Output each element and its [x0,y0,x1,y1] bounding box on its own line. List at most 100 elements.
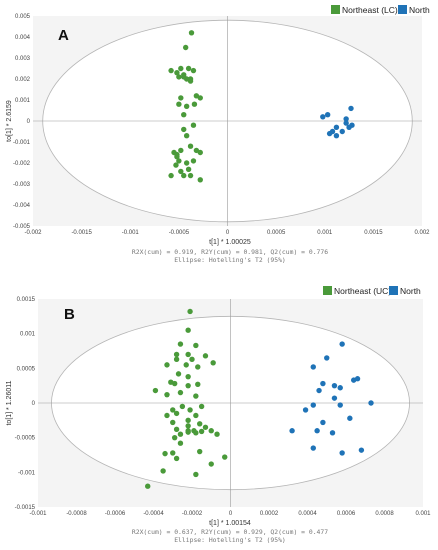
northeast-point [190,158,197,164]
data-points-a [168,30,355,183]
x-tick-labels-a: -0.002 -0.0015 -0.001 -0.0005 0 0.0005 0.001 0.… [24,230,430,236]
y-tick-label: 0.002 [15,77,31,83]
ellipse-note-a: Ellipse: Hotelling's T2 (95%) [174,256,286,264]
x-tick-label: 0.001 [415,511,431,517]
northeast-point [173,410,180,417]
northeast-point [178,168,184,175]
x-tick-label: 0 [229,511,233,517]
northeast-point [185,327,191,333]
northeast-point [170,407,176,413]
legend-label-north-a: North [409,5,430,15]
northeast-point [183,160,190,166]
northeast-point [185,65,192,72]
x-axis-label-b: t[1] * 1.00154 [209,520,251,527]
northeast-point [185,382,191,389]
northeast-point [193,393,199,399]
northeast-point [160,468,166,474]
northeast-point [177,440,184,446]
legend-swatch-north-b [389,286,398,295]
northeast-point [177,389,184,396]
northeast-point [191,101,198,107]
x-tick-label: -0.0015 [71,230,92,236]
northeast-point [173,356,180,363]
north-point [339,128,345,135]
north-point [337,402,343,408]
north-point [346,124,352,130]
northeast-point [197,421,203,427]
x-tick-label: -0.0006 [105,511,126,517]
northeast-point [168,172,174,179]
northeast-point [173,351,180,358]
north-point [310,364,316,370]
northeast-point [185,373,191,380]
northeast-point [193,412,199,419]
x-tick-label: 0 [226,230,230,236]
y-axis-label-b: to[1] * 1.26011 [6,380,13,425]
northeast-point [210,360,216,366]
y-axis-label-a: to[1] * 2.6159 [6,100,13,142]
northeast-point [173,162,179,168]
y-tick-label: 0.0005 [17,366,36,372]
northeast-point [176,101,182,107]
x-tick-label: 0.0006 [337,511,356,517]
x-tick-label: -0.001 [122,230,140,236]
north-point [337,385,343,391]
north-point [343,116,349,122]
north-point [333,133,340,139]
northeast-point [178,65,184,72]
x-tick-label: 0.001 [317,230,333,236]
north-point [329,128,336,135]
northeast-point [176,158,182,164]
northeast-point [171,434,178,441]
northeast-point [187,143,194,149]
north-point [331,395,338,401]
northeast-point [185,166,192,172]
northeast-point [164,412,170,419]
northeast-point [190,122,197,128]
northeast-point [183,133,190,139]
x-tick-label: 0.0004 [298,511,317,517]
y-tick-label: 0 [27,119,31,125]
y-tick-label: -0.0015 [15,505,36,511]
northeast-point [198,428,205,435]
y-tick-label: 0.001 [20,332,36,338]
x-tick-label: -0.0005 [169,230,190,236]
northeast-point [197,95,203,101]
x-tick-label: -0.0004 [143,511,164,517]
northeast-point [185,423,191,429]
y-tick-label: 0 [32,401,36,407]
score-plot-b: -0.001 -0.0008 -0.0006 -0.0004 -0.0002 0 0.000… [6,286,431,544]
x-tick-label: 0.0008 [375,511,394,517]
panel-label-a: A [58,27,69,44]
northeast-point [202,353,209,359]
panel-a: -0.002 -0.0015 -0.001 -0.0005 0 0.0005 0.001 0.… [6,5,430,264]
legend-label-northeast-b: Northeast (UC) [334,286,391,296]
northeast-point [177,341,184,347]
north-point [339,450,345,456]
northeast-point [190,67,197,74]
y-tick-label: -0.002 [13,161,31,167]
x-tick-label: -0.0002 [182,511,203,517]
north-point [324,355,330,361]
x-tick-labels-b: -0.001 -0.0008 -0.0006 -0.0004 -0.0002 0 0.000… [29,511,431,517]
north-point [302,407,309,413]
northeast-point [176,74,182,80]
x-tick-label: 0.0002 [260,511,279,517]
north-point [339,341,345,347]
north-point [320,114,326,120]
y-tick-label: 0.004 [15,35,31,41]
model-stats-b: R2X(cum) = 0.637, R2Y(cum) = 0.929, Q2(c… [132,528,328,536]
northeast-point [185,417,191,424]
northeast-point [168,67,174,74]
northeast-point [187,78,194,84]
northeast-point [170,450,176,456]
northeast-point [193,342,199,349]
northeast-point [178,95,184,101]
north-point [310,445,316,451]
northeast-point [187,172,194,179]
north-point [329,430,336,436]
score-plot-a: -0.002 -0.0015 -0.001 -0.0005 0 0.0005 0.001 0.… [6,5,430,264]
northeast-point [208,428,214,434]
y-tick-label: -0.0005 [15,436,36,442]
northeast-point [208,461,214,467]
